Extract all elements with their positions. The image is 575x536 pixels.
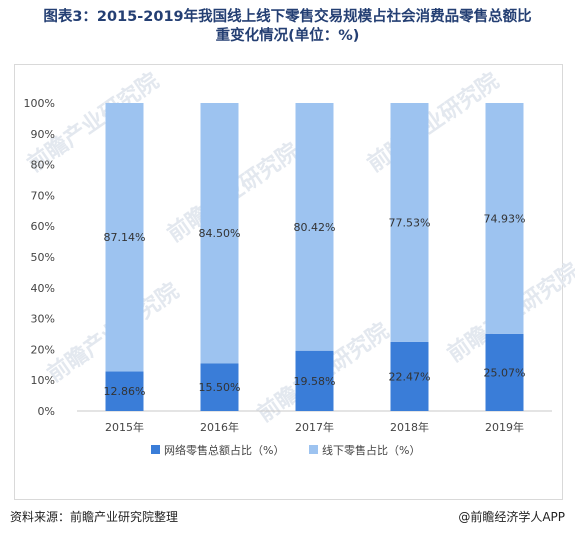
bar-offline [485,103,524,334]
data-label: 80.42% [294,221,336,234]
bar-online [485,333,524,411]
bar-offline [390,103,429,342]
chart-title-line2: 重变化情况(单位：%) [215,28,360,44]
stacked-bar-chart: 0% 10% 20% 30% 40% 50% 60% 70% 80% 90% 100% 12.86% 8… [24,97,552,457]
x-tick-label: 2019年 [485,420,524,434]
x-tick-label: 2016年 [200,420,239,434]
data-label: 12.86% [104,385,146,398]
chart-frame: 前瞻产业研究院 前瞻产业研究院 前瞻产业研究院 前瞻产业研究院 前瞻产业研究院 … [14,64,575,500]
chart-title: 图表3：2015-2019年我国线上线下零售交易规模占社会消费品零售总额比 重变… [8,8,567,46]
bar-offline [105,103,144,372]
bar-online [295,350,334,411]
data-label: 74.93% [484,212,526,225]
y-tick-label: 50% [31,251,55,264]
chart-title-line1: 图表3：2015-2019年我国线上线下零售交易规模占社会消费品零售总额比 [43,9,532,25]
y-tick-label: 80% [31,159,55,172]
brand-credit: @前瞻经济学人APP [458,510,565,524]
bar-offline [295,103,334,351]
bar-offline [200,103,239,364]
data-label: 19.58% [294,375,336,388]
x-tick-label: 2017年 [295,420,334,434]
footer: 资料来源：前瞻产业研究院整理 @前瞻经济学人APP [10,508,565,528]
y-tick-label: 10% [31,374,55,387]
bar-online [105,371,144,411]
bar-online [200,363,239,411]
legend-swatch [151,445,160,454]
legend-label: 线下零售占比（%） [322,443,420,457]
data-label: 87.14% [104,231,146,244]
legend-swatch [309,445,318,454]
y-tick-label: 60% [31,220,55,233]
data-label: 22.47% [389,370,431,383]
x-tick-label: 2018年 [390,420,429,434]
y-tick-label: 70% [31,189,55,202]
y-tick-label: 40% [31,282,55,295]
y-tick-label: 30% [31,313,55,326]
legend-label: 网络零售总额占比（%） [164,443,284,457]
y-tick-label: 20% [31,343,55,356]
data-label: 25.07% [484,366,526,379]
source-note: 资料来源：前瞻产业研究院整理 [10,510,179,524]
data-label: 15.50% [199,381,241,394]
data-label: 84.50% [199,227,241,240]
y-tick-label: 90% [31,128,55,141]
y-tick-label: 100% [24,97,55,110]
data-label: 77.53% [389,216,431,229]
x-tick-label: 2015年 [105,420,144,434]
y-tick-label: 0% [38,405,55,418]
bar-online [390,341,429,411]
